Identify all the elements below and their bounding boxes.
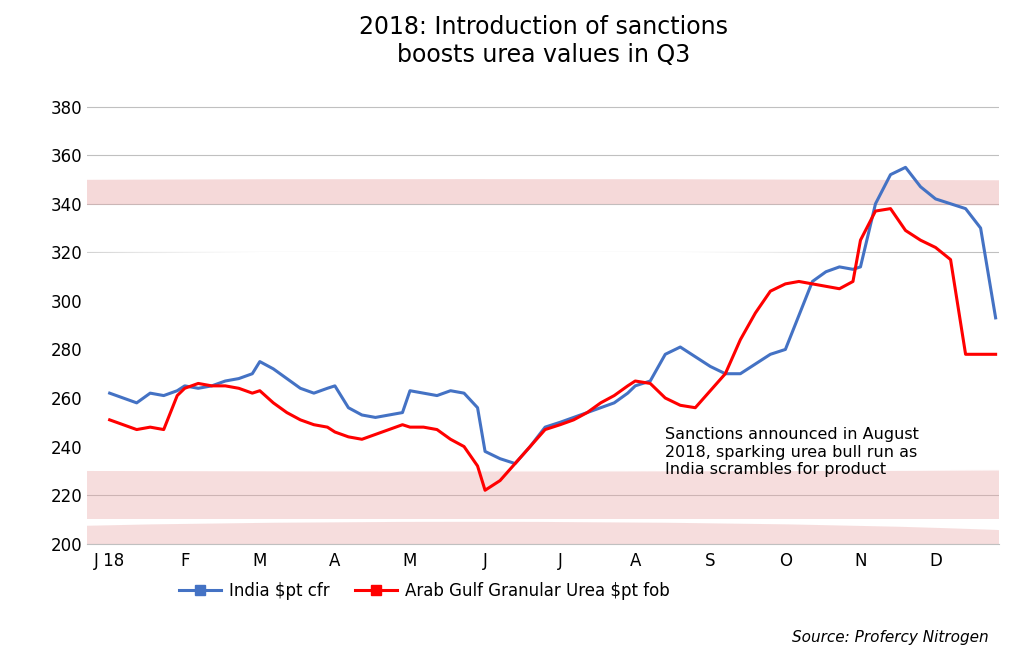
Title: 2018: Introduction of sanctions
boosts urea values in Q3: 2018: Introduction of sanctions boosts u…	[359, 14, 728, 67]
Circle shape	[0, 252, 1025, 398]
Text: Sanctions announced in August
2018, sparking urea bull run as
India scrambles fo: Sanctions announced in August 2018, spar…	[665, 427, 919, 477]
Wedge shape	[0, 367, 1025, 471]
Circle shape	[0, 522, 1025, 565]
Bar	[0, 434, 1025, 519]
Text: Source: Profercy Nitrogen: Source: Profercy Nitrogen	[792, 629, 989, 645]
Legend: India $pt cfr, Arab Gulf Granular Urea $pt fob: India $pt cfr, Arab Gulf Granular Urea $…	[173, 575, 676, 607]
